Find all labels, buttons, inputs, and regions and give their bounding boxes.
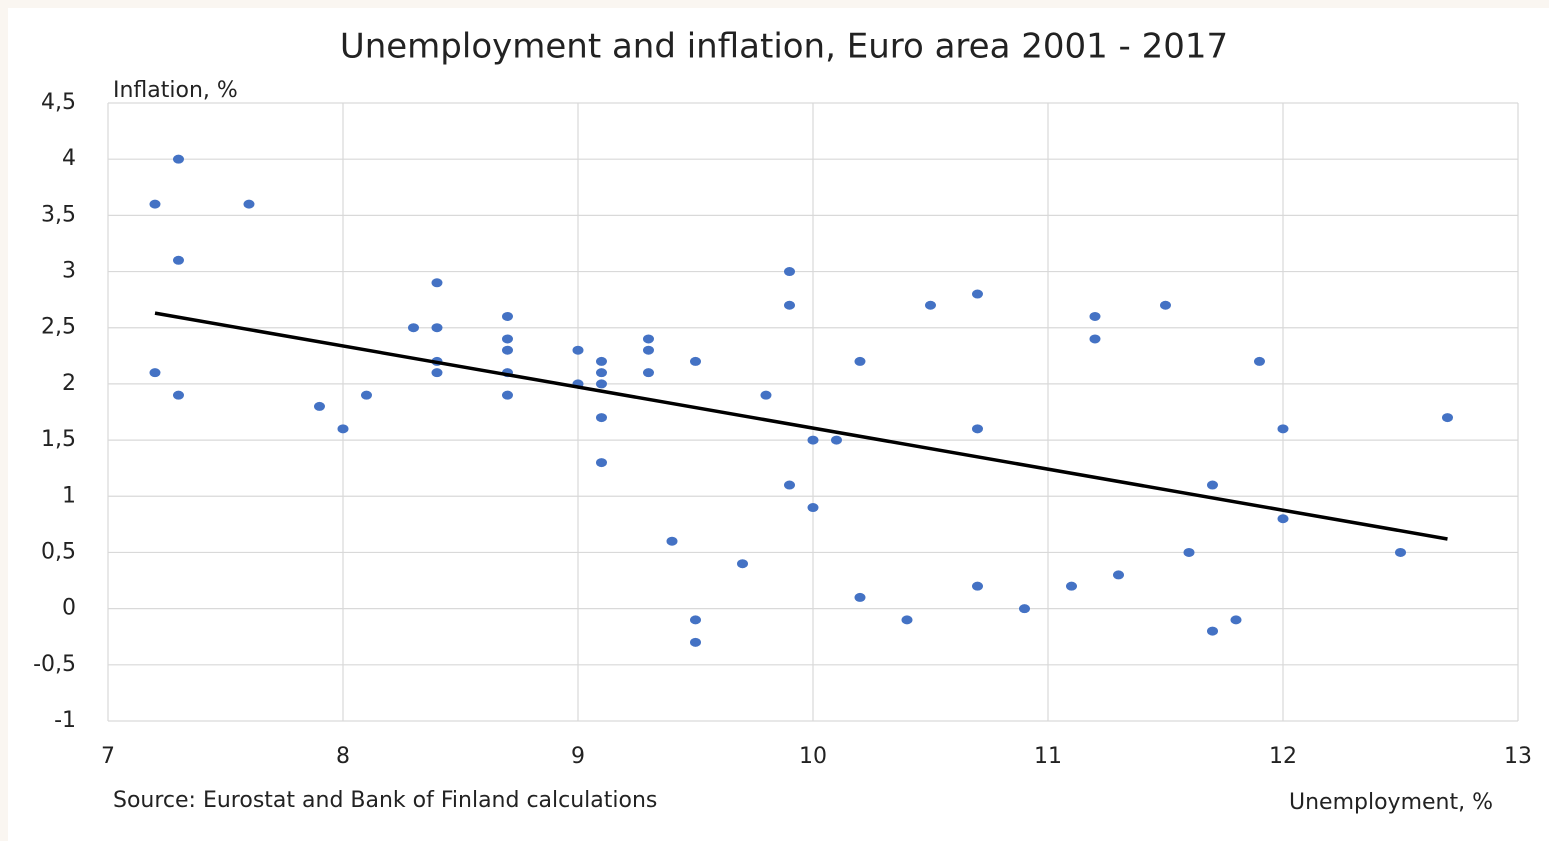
data-point	[408, 323, 419, 333]
data-point	[784, 480, 795, 490]
data-point	[1277, 424, 1289, 434]
data-point	[173, 390, 184, 400]
data-point	[431, 368, 443, 378]
data-point	[337, 424, 349, 434]
data-point	[901, 615, 913, 625]
chart-title: Unemployment and inflation, Euro area 20…	[340, 27, 1228, 67]
data-point	[1254, 356, 1265, 366]
data-point	[854, 356, 866, 366]
data-point	[502, 334, 513, 344]
source-note: Source: Eurostat and Bank of Finland cal…	[113, 788, 657, 813]
data-point	[1207, 626, 1218, 636]
y-tick-label: 4,5	[41, 90, 76, 115]
data-point	[807, 435, 819, 445]
data-point	[502, 311, 513, 321]
data-point	[972, 424, 983, 434]
data-point	[1395, 547, 1406, 557]
data-point	[925, 300, 936, 310]
y-tick-label: 0	[62, 596, 76, 621]
data-point	[666, 536, 678, 546]
data-point	[596, 413, 607, 423]
data-point	[760, 390, 772, 400]
x-tick-label: 8	[336, 744, 350, 769]
data-point	[431, 278, 443, 288]
data-point	[1160, 300, 1171, 310]
data-point	[1019, 604, 1030, 614]
data-point	[596, 368, 607, 378]
data-point	[361, 390, 372, 400]
y-tick-label: 1	[62, 483, 76, 508]
data-point	[1089, 311, 1101, 321]
data-point	[596, 356, 607, 366]
data-point	[243, 199, 255, 209]
y-tick-label: -0,5	[33, 652, 76, 677]
y-tick-label: 3,5	[41, 202, 76, 227]
data-point	[972, 289, 983, 299]
data-point	[784, 300, 795, 310]
data-point	[596, 458, 607, 468]
data-point	[1066, 581, 1077, 591]
x-axis-label: Unemployment, %	[1289, 790, 1493, 815]
y-tick-label: 2,5	[41, 315, 76, 340]
data-point	[173, 255, 184, 265]
data-point	[1113, 570, 1124, 580]
y-tick-label: 0,5	[41, 539, 76, 564]
x-tick-label: 13	[1504, 744, 1532, 769]
panel	[8, 8, 1549, 841]
x-tick-label: 9	[571, 744, 585, 769]
x-tick-label: 10	[799, 744, 827, 769]
data-point	[690, 637, 701, 647]
y-axis-label: Inflation, %	[113, 78, 238, 103]
data-point	[690, 356, 701, 366]
data-point	[831, 435, 842, 445]
y-tick-label: -1	[54, 708, 76, 733]
y-tick-label: 2	[62, 371, 76, 396]
data-point	[643, 345, 654, 355]
data-point	[1207, 480, 1218, 490]
data-point	[173, 154, 184, 164]
data-point	[149, 368, 161, 378]
data-point	[431, 323, 443, 333]
data-point	[737, 559, 748, 569]
data-point	[502, 390, 513, 400]
data-point	[502, 345, 513, 355]
data-point	[690, 615, 701, 625]
y-tick-label: 1,5	[41, 427, 76, 452]
data-point	[643, 334, 654, 344]
y-tick-label: 3	[62, 259, 76, 284]
data-point	[572, 345, 584, 355]
y-tick-label: 4	[62, 146, 76, 171]
data-point	[1277, 514, 1289, 524]
data-point	[1089, 334, 1101, 344]
x-tick-label: 7	[101, 744, 115, 769]
data-point	[784, 267, 795, 277]
data-point	[314, 401, 325, 411]
data-point	[643, 368, 654, 378]
data-point	[1230, 615, 1242, 625]
trend-line	[154, 311, 1448, 541]
data-point	[596, 379, 607, 389]
x-tick-label: 12	[1269, 744, 1297, 769]
data-point	[1442, 413, 1453, 423]
data-point	[972, 581, 983, 591]
data-point	[149, 199, 161, 209]
data-point	[1183, 547, 1195, 557]
data-point	[854, 592, 866, 602]
x-tick-label: 11	[1034, 744, 1062, 769]
data-point	[807, 503, 819, 513]
